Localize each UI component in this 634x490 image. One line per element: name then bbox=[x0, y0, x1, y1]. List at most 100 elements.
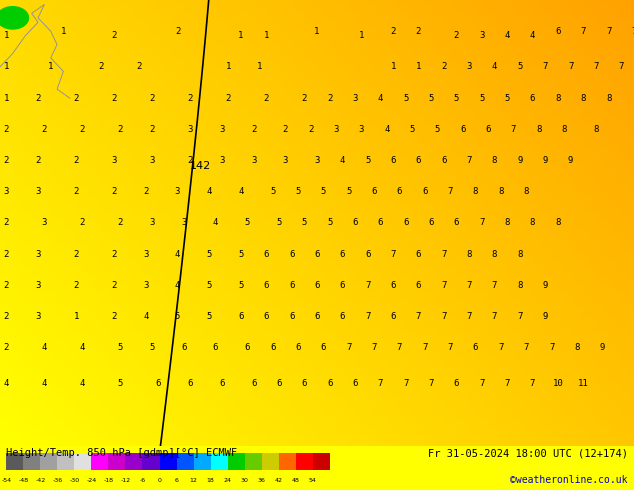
Text: 5: 5 bbox=[295, 187, 301, 196]
Text: 2: 2 bbox=[80, 219, 85, 227]
Text: 5: 5 bbox=[321, 187, 326, 196]
Text: 8: 8 bbox=[555, 219, 560, 227]
Bar bbox=[6, 453, 23, 470]
Text: 6: 6 bbox=[156, 379, 161, 388]
Text: 2: 2 bbox=[283, 125, 288, 134]
Text: 6: 6 bbox=[422, 187, 427, 196]
Text: 2: 2 bbox=[175, 27, 180, 36]
Text: 7: 7 bbox=[530, 379, 535, 388]
Text: 142: 142 bbox=[190, 161, 212, 172]
Text: 2: 2 bbox=[137, 62, 142, 72]
Text: 6: 6 bbox=[416, 281, 421, 290]
Text: 2: 2 bbox=[112, 94, 117, 102]
Text: 2: 2 bbox=[112, 187, 117, 196]
Text: 6: 6 bbox=[289, 281, 294, 290]
Text: 6: 6 bbox=[245, 343, 250, 352]
Text: 4: 4 bbox=[175, 281, 180, 290]
Text: 1: 1 bbox=[264, 31, 269, 40]
Text: 3: 3 bbox=[36, 312, 41, 321]
Text: 1: 1 bbox=[238, 31, 243, 40]
Text: 2: 2 bbox=[36, 156, 41, 165]
Text: 8: 8 bbox=[581, 94, 586, 102]
Bar bbox=[176, 453, 193, 470]
Text: 6: 6 bbox=[397, 187, 402, 196]
Text: 2: 2 bbox=[302, 94, 307, 102]
Text: 3: 3 bbox=[36, 250, 41, 259]
Bar bbox=[210, 453, 228, 470]
Text: 6: 6 bbox=[555, 27, 560, 36]
Text: 6: 6 bbox=[289, 250, 294, 259]
Text: 3: 3 bbox=[283, 156, 288, 165]
Text: 8: 8 bbox=[574, 343, 579, 352]
Text: 3: 3 bbox=[188, 125, 193, 134]
Text: 6: 6 bbox=[264, 281, 269, 290]
Text: 8: 8 bbox=[517, 250, 522, 259]
Text: 5: 5 bbox=[479, 94, 484, 102]
Text: 6: 6 bbox=[391, 156, 396, 165]
Text: 1: 1 bbox=[391, 62, 396, 72]
Text: 7: 7 bbox=[429, 379, 434, 388]
Text: 11: 11 bbox=[578, 379, 588, 388]
Text: 1: 1 bbox=[4, 62, 9, 72]
Text: 7: 7 bbox=[543, 62, 548, 72]
Text: 2: 2 bbox=[251, 125, 256, 134]
Text: 6: 6 bbox=[270, 343, 275, 352]
Text: 3: 3 bbox=[219, 156, 224, 165]
Bar bbox=[23, 453, 41, 470]
Text: 3: 3 bbox=[150, 156, 155, 165]
Text: 7: 7 bbox=[593, 62, 598, 72]
Text: 6: 6 bbox=[238, 312, 243, 321]
Text: 18: 18 bbox=[207, 478, 214, 483]
Text: 7: 7 bbox=[378, 379, 383, 388]
Text: -12: -12 bbox=[120, 478, 131, 483]
Text: 6: 6 bbox=[188, 379, 193, 388]
Circle shape bbox=[0, 7, 29, 29]
Text: 3: 3 bbox=[467, 62, 472, 72]
Text: 6: 6 bbox=[174, 478, 178, 483]
Text: 8: 8 bbox=[593, 125, 598, 134]
Text: 0: 0 bbox=[158, 478, 162, 483]
Text: 2: 2 bbox=[188, 94, 193, 102]
Text: 6: 6 bbox=[391, 281, 396, 290]
Text: 5: 5 bbox=[346, 187, 351, 196]
Text: 6: 6 bbox=[314, 312, 320, 321]
Text: 2: 2 bbox=[112, 250, 117, 259]
Text: 1: 1 bbox=[257, 62, 262, 72]
Text: 3: 3 bbox=[112, 156, 117, 165]
Text: 5: 5 bbox=[118, 379, 123, 388]
Text: 7: 7 bbox=[511, 125, 516, 134]
Text: 6: 6 bbox=[416, 156, 421, 165]
Text: 2: 2 bbox=[4, 312, 9, 321]
Text: 7: 7 bbox=[517, 312, 522, 321]
Text: 7: 7 bbox=[365, 312, 370, 321]
Text: 2: 2 bbox=[4, 156, 9, 165]
Text: 6: 6 bbox=[454, 379, 459, 388]
Text: 1: 1 bbox=[48, 62, 53, 72]
Text: 7: 7 bbox=[391, 250, 396, 259]
Text: 7: 7 bbox=[498, 343, 503, 352]
Text: 4: 4 bbox=[80, 379, 85, 388]
Text: 5: 5 bbox=[175, 312, 180, 321]
Text: 4: 4 bbox=[492, 62, 497, 72]
Text: 5: 5 bbox=[505, 94, 510, 102]
Text: 1: 1 bbox=[416, 62, 421, 72]
Text: 1: 1 bbox=[4, 94, 9, 102]
Text: 4: 4 bbox=[175, 250, 180, 259]
Text: 6: 6 bbox=[429, 219, 434, 227]
Text: 2: 2 bbox=[112, 31, 117, 40]
Bar bbox=[295, 453, 313, 470]
Text: 5: 5 bbox=[435, 125, 440, 134]
Text: 3: 3 bbox=[479, 31, 484, 40]
Text: 6: 6 bbox=[340, 312, 345, 321]
Text: 9: 9 bbox=[517, 156, 522, 165]
Text: 2: 2 bbox=[226, 94, 231, 102]
Text: 8: 8 bbox=[498, 187, 503, 196]
Text: 3: 3 bbox=[219, 125, 224, 134]
Text: 7: 7 bbox=[422, 343, 427, 352]
Text: 7: 7 bbox=[372, 343, 377, 352]
Text: 7: 7 bbox=[448, 343, 453, 352]
Text: 6: 6 bbox=[289, 312, 294, 321]
Text: 1: 1 bbox=[61, 27, 66, 36]
Text: 8: 8 bbox=[536, 125, 541, 134]
Text: 8: 8 bbox=[606, 94, 611, 102]
